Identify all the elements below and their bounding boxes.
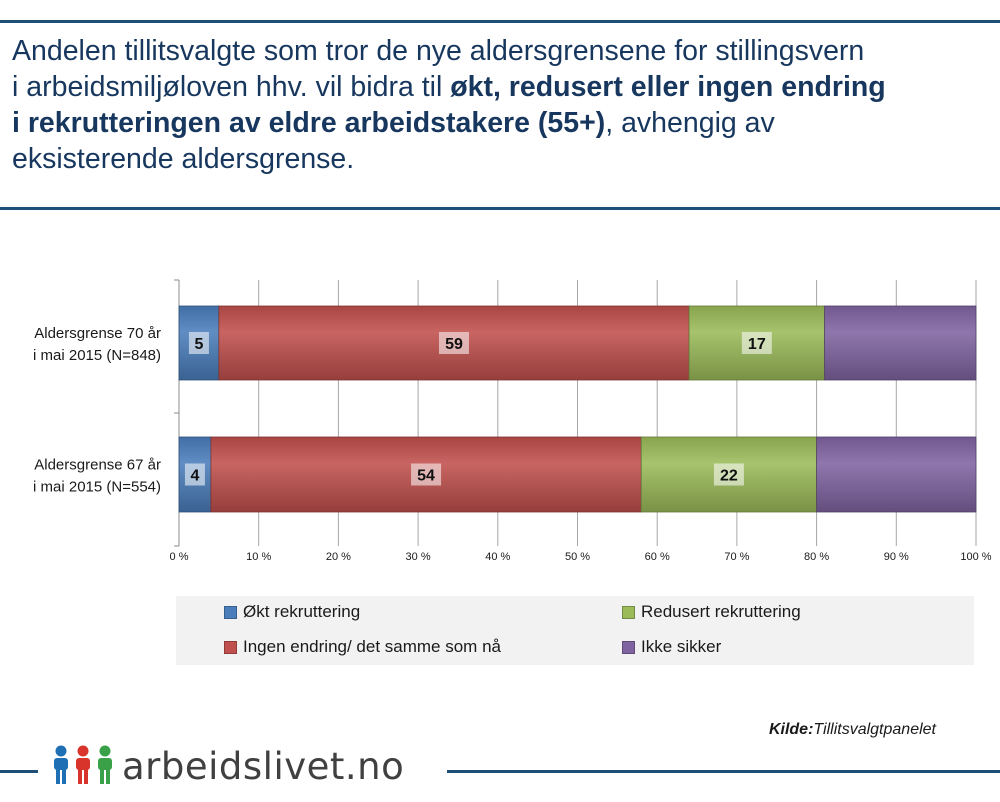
category-label-1-line-0: Aldersgrense 67 år	[34, 457, 161, 474]
data-label-ingen-1: 54	[417, 468, 435, 485]
top-rule	[0, 20, 1000, 23]
data-label-redusert-1: 22	[720, 468, 738, 485]
data-label-bg-redusert-1	[713, 463, 744, 486]
title-line-3-plain: , avhengig av	[605, 107, 775, 139]
legend-item-ikke: Ikke sikker	[622, 636, 721, 658]
x-tick-label-3: 30 %	[406, 551, 431, 563]
data-label-redusert-0: 17	[748, 336, 766, 353]
x-tick-label-7: 70 %	[724, 551, 749, 563]
category-label-1-line-1: i mai 2015 (N=554)	[33, 479, 161, 496]
bar-segment-ikke-1	[816, 436, 977, 513]
x-tick-label-8: 80 %	[804, 551, 829, 563]
legend-item-okt: Økt rekruttering	[224, 601, 360, 623]
footer-rule-left	[0, 770, 38, 773]
legend-swatch-okt	[224, 605, 237, 619]
legend-swatch-ikke	[622, 640, 635, 654]
x-tick-label-10: 100 %	[960, 551, 991, 563]
bar-segment-ikke-0	[824, 305, 977, 381]
people-logo-icon	[54, 745, 112, 784]
source-label: Kilde:	[768, 721, 814, 738]
data-label-bg-okt-1	[184, 463, 205, 486]
category-label-0-line-1: i mai 2015 (N=848)	[33, 347, 161, 364]
legend-label-ikke: Ikke sikker	[641, 637, 722, 656]
chart-legend: Økt rekruttering Redusert rekruttering I…	[176, 596, 974, 665]
data-label-bg-okt-0	[188, 332, 209, 354]
x-tick-label-9: 90 %	[884, 551, 909, 563]
site-logo[interactable]: arbeidslivet.no	[52, 740, 404, 792]
chart-title: Andelen tillitsvalgte som tror de nye al…	[12, 33, 987, 177]
legend-label-okt: Økt rekruttering	[243, 602, 361, 621]
x-tick-label-5: 50 %	[565, 551, 590, 563]
legend-swatch-ingen	[224, 640, 237, 654]
source-note: Kilde:Tillitsvalgtpanelet	[769, 721, 936, 739]
title-line-3: i rekrutteringen av eldre arbeidstakere …	[12, 105, 987, 141]
title-line-3-bold: i rekrutteringen av eldre arbeidstakere …	[12, 107, 606, 139]
data-label-okt-1: 4	[190, 468, 199, 485]
data-label-bg-ingen-0	[438, 332, 469, 354]
legend-label-redusert: Redusert rekruttering	[641, 602, 801, 621]
title-line-2-plain: i arbeidsmiljøloven hhv. vil bidra til	[12, 71, 451, 103]
data-label-okt-0: 5	[194, 336, 203, 353]
legend-label-ingen: Ingen endring/ det samme som nå	[243, 637, 501, 656]
title-line-2: i arbeidsmiljøloven hhv. vil bidra til ø…	[12, 69, 987, 105]
stacked-bar-chart: 0 % 10 % 20 % 30 % 40 % 50 % 60 % 70 % 80 % 90 % 1…	[33, 279, 992, 563]
source-value: Tillitsvalgtpanelet	[813, 721, 936, 738]
data-label-ingen-0: 59	[445, 336, 463, 353]
legend-swatch-redusert	[622, 605, 635, 619]
category-label-0-line-0: Aldersgrense 70 år	[34, 325, 161, 342]
x-tick-label-1: 10 %	[246, 551, 271, 563]
footer-rule-right	[447, 770, 1000, 773]
data-label-bg-redusert-0	[741, 332, 772, 354]
title-divider-rule	[0, 207, 1000, 210]
legend-item-redusert: Redusert rekruttering	[622, 601, 801, 623]
data-label-bg-ingen-1	[411, 463, 442, 486]
footer: arbeidslivet.no	[0, 736, 1000, 802]
title-line-2-bold: økt, redusert eller ingen endring	[450, 71, 886, 103]
x-tick-label-6: 60 %	[645, 551, 670, 563]
logo-text: arbeidslivet.no	[122, 744, 405, 788]
legend-item-ingen: Ingen endring/ det samme som nå	[224, 636, 501, 658]
title-line-1: Andelen tillitsvalgte som tror de nye al…	[12, 35, 865, 67]
x-tick-label-0: 0 %	[170, 551, 189, 563]
title-line-4: eksisterende aldersgrense.	[12, 143, 355, 175]
x-tick-label-2: 20 %	[326, 551, 351, 563]
x-tick-label-4: 40 %	[485, 551, 510, 563]
